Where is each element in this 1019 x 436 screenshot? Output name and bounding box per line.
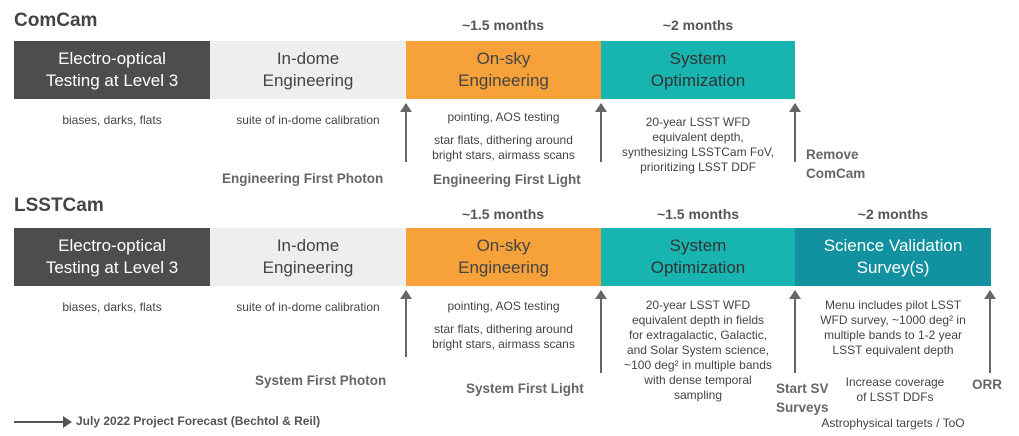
comcam-phase-in-dome: In-dome Engineering xyxy=(210,41,406,99)
comcam-note-on-sky-2: star flats, dithering around bright star… xyxy=(432,133,575,162)
lsstcam-note-system-optimization: 20-year LSST WFD equivalent depth in fie… xyxy=(624,298,772,402)
lsstcam-arrow-start-sv xyxy=(789,290,801,373)
comcam-milestone-first-photon: Engineering First Photon xyxy=(222,171,384,186)
lsstcam-title: LSSTCam xyxy=(14,195,104,216)
lsstcam-milestone-start-sv: Start SV Surveys xyxy=(776,381,829,415)
lsstcam-phase-electro-optical: Electro-optical Testing at Level 3 xyxy=(14,228,210,286)
lsstcam-note-on-sky-2: star flats, dithering around bright star… xyxy=(432,322,575,351)
comcam-milestone-remove: Remove ComCam xyxy=(806,147,866,181)
lsstcam-duration-onsky: ~1.5 months xyxy=(461,206,545,222)
lsstcam-arrow-first-photon xyxy=(400,290,412,357)
lsstcam-phase-system-optimization: System Optimization xyxy=(601,228,795,286)
lsstcam-milestone-orr: ORR xyxy=(972,377,1002,392)
comcam-duration-sysopt: ~2 months xyxy=(662,17,734,33)
comcam-arrow-first-light xyxy=(595,103,607,162)
comcam-note-in-dome: suite of in-dome calibration xyxy=(236,113,380,127)
comcam-arrow-first-photon xyxy=(400,103,412,162)
lsstcam-note-science-validation-2: Increase coverage of LSST DDFs xyxy=(845,375,945,404)
comcam-duration-onsky: ~1.5 months xyxy=(461,17,545,33)
lsstcam-note-electro-optical: biases, darks, flats xyxy=(62,300,162,314)
lsstcam-arrow-first-light xyxy=(595,290,607,373)
comcam-arrow-remove xyxy=(789,103,801,162)
lsstcam-phase-on-sky: On-sky Engineering xyxy=(406,228,601,286)
lsstcam-duration-sysopt: ~1.5 months xyxy=(656,206,740,222)
lsstcam-note-science-validation-3: Astrophysical targets / ToO xyxy=(821,416,965,430)
lsstcam-duration-science: ~2 months xyxy=(857,206,929,222)
comcam-note-system-optimization: 20-year LSST WFD equivalent depth, synth… xyxy=(621,115,775,174)
lsstcam-phase-science-validation: Science Validation Survey(s) xyxy=(795,228,991,286)
comcam-phase-electro-optical: Electro-optical Testing at Level 3 xyxy=(14,41,210,99)
lsstcam-milestone-first-photon: System First Photon xyxy=(255,373,387,388)
comcam-note-electro-optical: biases, darks, flats xyxy=(62,113,162,127)
lsstcam-note-on-sky-1: pointing, AOS testing xyxy=(447,299,560,313)
comcam-milestone-first-light: Engineering First Light xyxy=(433,172,581,187)
legend-arrow-icon xyxy=(14,416,72,428)
comcam-title: ComCam xyxy=(14,10,98,31)
comcam-phase-on-sky: On-sky Engineering xyxy=(406,41,601,99)
lsstcam-note-science-validation-1: Menu includes pilot LSST WFD survey, ~10… xyxy=(820,298,966,357)
lsstcam-note-in-dome: suite of in-dome calibration xyxy=(236,300,380,314)
legend-text: July 2022 Project Forecast (Bechtol & Re… xyxy=(76,414,321,428)
lsstcam-phase-in-dome: In-dome Engineering xyxy=(210,228,406,286)
lsstcam-milestone-first-light: System First Light xyxy=(466,381,584,396)
comcam-note-on-sky-1: pointing, AOS testing xyxy=(447,110,560,124)
lsstcam-arrow-orr xyxy=(984,290,996,373)
comcam-phase-system-optimization: System Optimization xyxy=(601,41,795,99)
